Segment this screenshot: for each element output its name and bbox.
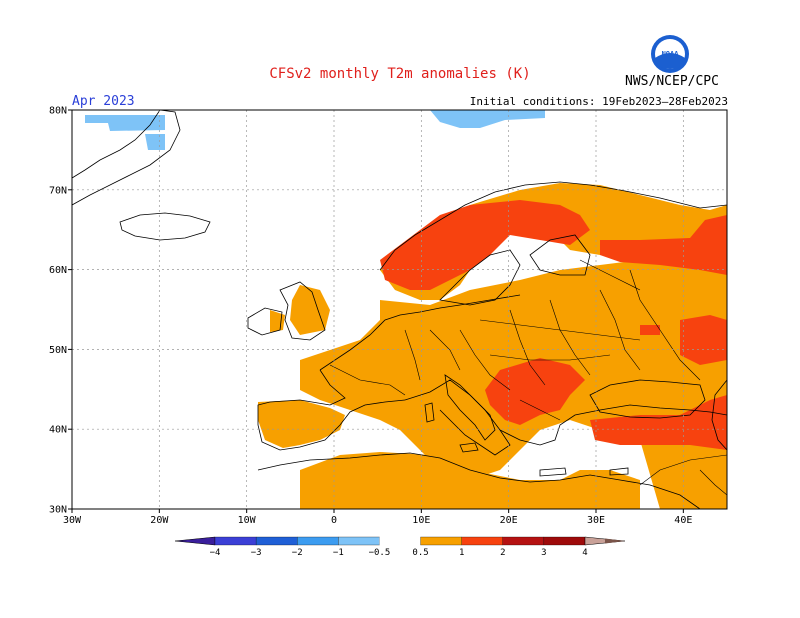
initial-conditions: Initial conditions: 19Feb2023–28Feb2023 [469, 95, 728, 108]
longitude-ticks: 30W 20W 10W 0 10E 20E 30E 40E [63, 509, 692, 526]
anomaly-cool-0.5-1 [85, 110, 545, 150]
legend-label: 4 [582, 548, 587, 558]
legend-label: −4 [210, 548, 221, 558]
forecast-month: Apr 2023 [72, 94, 135, 109]
legend-label: −0.5 [369, 548, 391, 558]
lon-tick-label: 10W [238, 515, 257, 526]
lon-tick-label: 20W [150, 515, 169, 526]
legend-label: 3 [541, 548, 546, 558]
lat-tick-label: 60N [49, 265, 67, 276]
legend-label: 2 [500, 548, 505, 558]
legend-swatch [214, 536, 257, 546]
legend-swatch [502, 536, 545, 546]
anomaly-warm-1-2 [380, 200, 727, 450]
noaa-logo-text: NOAA [662, 50, 680, 58]
coastlines [72, 110, 727, 509]
lon-tick-label: 30E [587, 515, 605, 526]
lat-tick-label: 80N [49, 106, 67, 117]
legend-swatch [420, 536, 462, 546]
lat-tick-label: 70N [49, 185, 67, 196]
noaa-logo: NOAA [651, 35, 689, 73]
agency-label: NWS/NCEP/CPC [625, 74, 719, 89]
chart-title: CFSv2 monthly T2m anomalies (K) [269, 66, 531, 82]
legend-label: −3 [251, 548, 262, 558]
legend-label: −1 [333, 548, 344, 558]
latitude-ticks: 30N 40N 50N 60N 70N 80N [49, 106, 72, 516]
lon-tick-label: 20E [500, 515, 518, 526]
lat-tick-label: 40N [49, 425, 67, 436]
legend-label: −2 [292, 548, 303, 558]
map-frame [71, 109, 728, 510]
legend-swatch [379, 537, 421, 545]
lon-tick-label: 10E [412, 515, 430, 526]
lon-tick-label: 0 [331, 515, 337, 526]
lon-tick-label: 30W [63, 515, 82, 526]
gridlines [72, 110, 727, 509]
legend-swatch [543, 536, 586, 546]
legend-swatch [338, 536, 380, 546]
legend-swatch [255, 536, 298, 546]
lat-tick-label: 30N [49, 505, 67, 516]
legend-swatch [297, 536, 339, 546]
legend-swatch [461, 536, 503, 546]
legend-label: 0.5 [412, 548, 428, 558]
legend-label: 1 [459, 548, 464, 558]
lat-tick-label: 50N [49, 345, 67, 356]
lon-tick-label: 40E [674, 515, 692, 526]
legend-arrow-tip [605, 538, 625, 544]
legend-arrow-low [174, 536, 216, 546]
